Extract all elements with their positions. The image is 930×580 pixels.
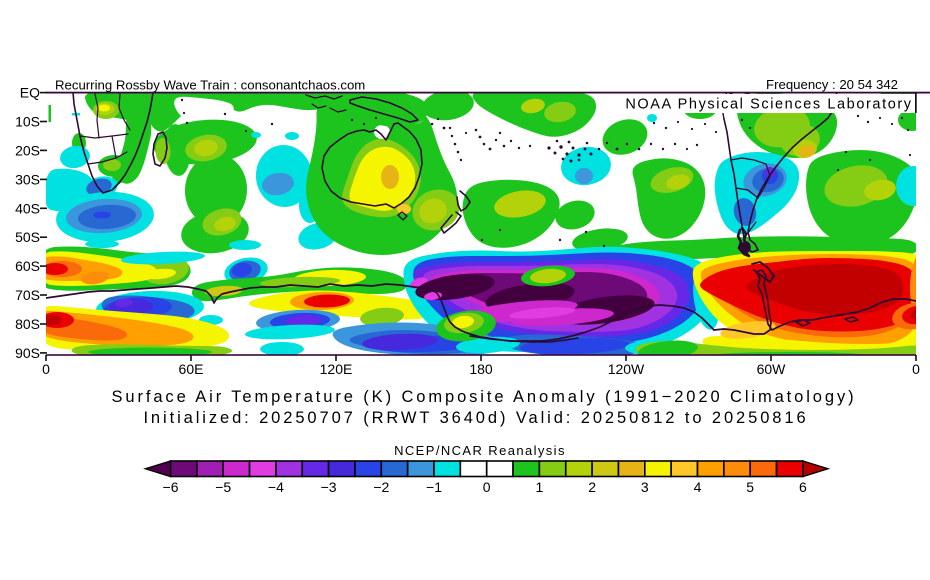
svg-text:−1: −1 [426, 479, 442, 495]
svg-text:−3: −3 [321, 479, 337, 495]
svg-text:NOAA Physical Sciences Laborat: NOAA Physical Sciences Laboratory [625, 97, 912, 113]
svg-text:40S: 40S [15, 200, 40, 216]
svg-text:1: 1 [536, 479, 544, 495]
svg-text:90S: 90S [15, 345, 40, 361]
svg-text:30S: 30S [15, 171, 40, 187]
svg-text:2: 2 [588, 479, 596, 495]
svg-text:EQ: EQ [20, 85, 40, 101]
svg-text:−5: −5 [215, 479, 231, 495]
svg-text:70S: 70S [15, 287, 40, 303]
svg-text:Frequency : 20 54 342: Frequency : 20 54 342 [766, 77, 898, 92]
svg-text:60S: 60S [15, 258, 40, 274]
svg-text:60E: 60E [179, 361, 204, 377]
svg-text:3: 3 [641, 479, 649, 495]
svg-text:50S: 50S [15, 229, 40, 245]
svg-text:0: 0 [483, 479, 491, 495]
svg-text:NCEP/NCAR Reanalysis: NCEP/NCAR Reanalysis [394, 443, 566, 458]
svg-text:60W: 60W [757, 361, 787, 377]
svg-text:10S: 10S [15, 114, 40, 130]
svg-text:120E: 120E [320, 361, 353, 377]
svg-text:20S: 20S [15, 142, 40, 158]
svg-text:4: 4 [694, 479, 702, 495]
svg-text:120W: 120W [608, 361, 645, 377]
svg-text:Recurring Rossby Wave Train :: Recurring Rossby Wave Train : consonantc… [55, 78, 365, 93]
svg-text:180: 180 [469, 361, 493, 377]
svg-text:80S: 80S [15, 316, 40, 332]
svg-text:0: 0 [912, 361, 920, 377]
svg-text:Initialized: 20250707 (RRWT 36: Initialized: 20250707 (RRWT 3640d) Valid… [143, 409, 808, 427]
svg-text:−4: −4 [268, 479, 284, 495]
svg-text:6: 6 [799, 479, 807, 495]
svg-text:5: 5 [746, 479, 754, 495]
svg-text:−2: −2 [373, 479, 389, 495]
svg-text:−6: −6 [163, 479, 179, 495]
svg-text:Surface Air Temperature (K) Co: Surface Air Temperature (K) Composite An… [111, 388, 856, 406]
svg-text:0: 0 [42, 361, 50, 377]
